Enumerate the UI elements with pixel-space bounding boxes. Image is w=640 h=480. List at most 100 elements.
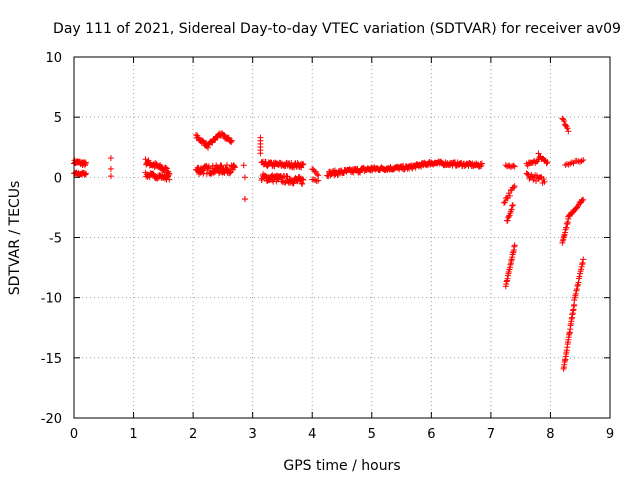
chart-title: Day 111 of 2021, Sidereal Day-to-day VTE… — [53, 21, 621, 37]
data-point — [315, 177, 322, 184]
data-point — [163, 165, 170, 172]
data-point — [509, 202, 516, 209]
grid-lines — [74, 57, 610, 418]
data-point — [315, 172, 322, 179]
data-point — [82, 171, 89, 178]
data-point — [506, 192, 513, 199]
data-point — [228, 137, 235, 144]
x-axis-label: GPS time / hours — [283, 458, 400, 474]
data-point — [334, 171, 341, 178]
data-point — [478, 160, 485, 167]
y-tick-label: -10 — [41, 292, 62, 307]
x-tick-label: 7 — [487, 427, 495, 442]
data-point — [200, 138, 207, 145]
data-point — [511, 163, 518, 170]
data-point — [500, 199, 507, 206]
data-point — [282, 179, 289, 186]
data-point — [310, 176, 317, 183]
x-tick-label: 6 — [427, 427, 435, 442]
data-point — [228, 139, 235, 146]
data-point — [300, 161, 307, 168]
data-point — [205, 144, 211, 151]
data-point — [299, 180, 306, 187]
data-point — [165, 172, 172, 179]
x-tick-label: 2 — [189, 427, 197, 442]
data-point — [511, 183, 518, 190]
data-point — [164, 173, 171, 180]
data-point — [524, 171, 531, 178]
data-point — [565, 128, 572, 135]
data-point — [81, 171, 88, 178]
data-point — [510, 162, 517, 169]
data-point — [298, 180, 305, 187]
data-point — [300, 176, 307, 183]
data-point — [573, 286, 580, 293]
data-point — [541, 178, 548, 185]
data-point — [162, 164, 169, 171]
y-tick-label: -15 — [41, 352, 62, 367]
data-point — [82, 170, 89, 177]
data-point — [107, 155, 114, 162]
data-point — [231, 164, 238, 171]
data-point — [505, 190, 512, 197]
data-point — [211, 137, 218, 144]
data-point — [205, 163, 212, 170]
x-tick-label: 0 — [70, 427, 78, 442]
data-point — [107, 165, 114, 172]
data-point — [544, 159, 551, 166]
data-point — [107, 173, 114, 180]
y-tick-label: -5 — [49, 232, 62, 247]
axis-ticks: 0 1 2 3 4 5 6 7 8 9 -20 -15 -10 -5 0 5 10 — [41, 51, 614, 442]
data-point — [283, 173, 290, 180]
data-point — [509, 202, 516, 209]
data-point — [501, 199, 508, 206]
data-point — [299, 176, 306, 183]
data-point — [145, 157, 152, 164]
data-point — [257, 150, 264, 157]
y-axis-label: SDTVAR / TECUs — [7, 181, 23, 296]
x-tick-label: 3 — [249, 427, 257, 442]
data-point — [508, 206, 515, 213]
x-tick-label: 1 — [129, 427, 137, 442]
data-point — [580, 256, 587, 263]
data-point — [578, 266, 585, 273]
data-point — [166, 176, 173, 183]
data-point — [241, 195, 248, 202]
data-point — [466, 159, 473, 166]
data-point — [298, 164, 305, 171]
data-point — [540, 176, 547, 183]
x-tick-label: 9 — [606, 427, 614, 442]
data-point — [284, 173, 291, 180]
data-point — [269, 162, 276, 169]
data-point — [572, 290, 579, 297]
data-point — [530, 176, 537, 183]
data-point — [511, 242, 518, 249]
data-point — [150, 170, 157, 177]
data-point — [575, 279, 582, 286]
y-tick-label: -20 — [41, 412, 62, 427]
x-tick-label: 4 — [308, 427, 316, 442]
data-points — [71, 115, 587, 372]
data-point — [299, 161, 306, 168]
data-point — [241, 174, 248, 181]
data-point — [574, 282, 581, 289]
data-point — [313, 171, 320, 178]
data-point — [580, 196, 587, 203]
data-point — [574, 204, 581, 211]
y-tick-label: 5 — [54, 111, 62, 126]
y-tick-label: 0 — [54, 171, 62, 186]
data-point — [576, 273, 583, 280]
data-point — [579, 261, 586, 268]
data-point — [290, 180, 297, 187]
data-point — [510, 184, 517, 191]
x-tick-label: 5 — [368, 427, 376, 442]
x-tick-label: 8 — [546, 427, 554, 442]
data-point — [543, 160, 550, 167]
data-point — [504, 163, 511, 170]
data-point — [564, 125, 571, 132]
data-point — [580, 157, 587, 164]
y-tick-label: 10 — [45, 51, 62, 66]
data-point — [579, 259, 586, 266]
data-point — [504, 217, 511, 224]
